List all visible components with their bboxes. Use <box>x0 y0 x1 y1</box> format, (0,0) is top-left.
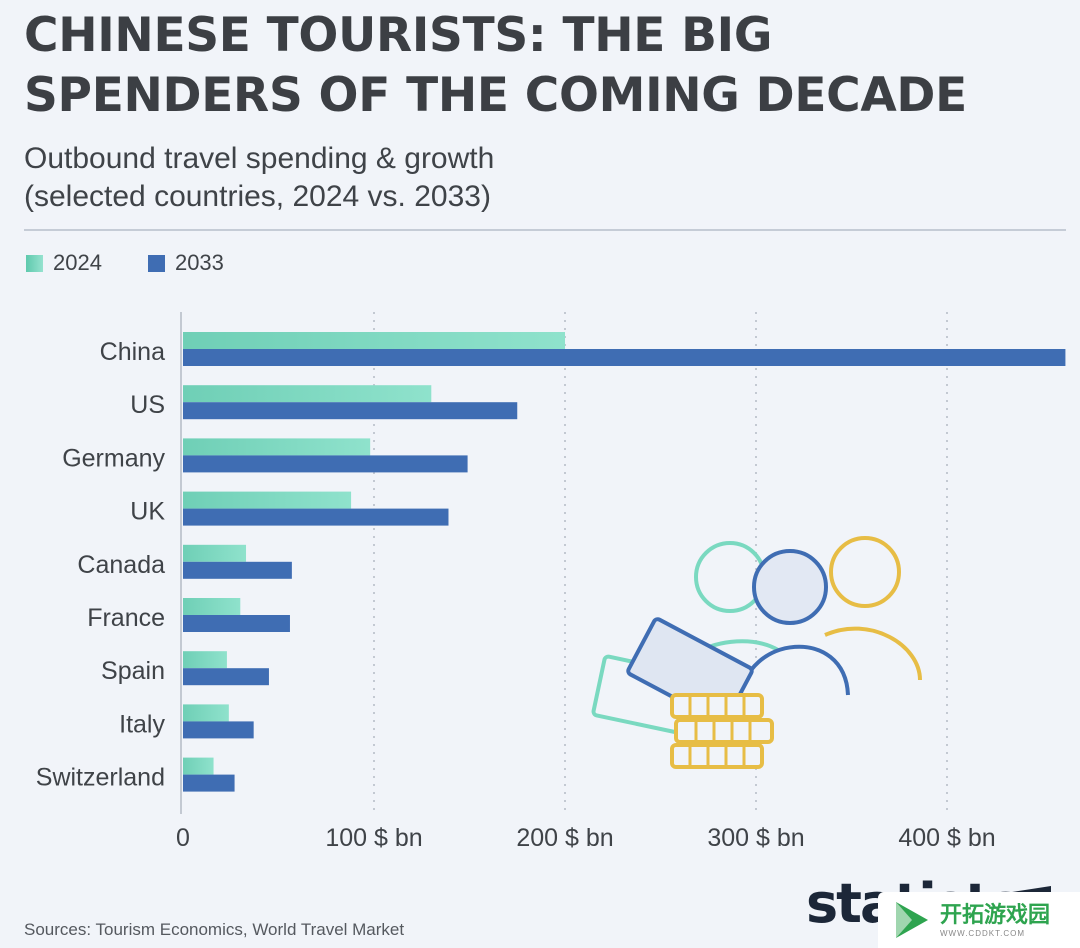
bar-2033 <box>183 349 1066 366</box>
bar-2033 <box>183 402 518 420</box>
bar-2024 <box>183 491 352 509</box>
legend-swatch-2024 <box>26 254 43 272</box>
x-tick-label: 200 $ bn <box>516 824 613 852</box>
x-tick-label: 100 $ bn <box>325 824 422 852</box>
bar-2033 <box>183 455 468 473</box>
category-label: US <box>130 391 165 419</box>
people-money-illustration <box>591 536 922 769</box>
category-label: France <box>87 604 165 632</box>
bar-2024 <box>183 704 229 722</box>
legend-label: 2033 <box>174 250 224 275</box>
bar-2024 <box>183 438 371 456</box>
legend-swatch-2033 <box>147 254 165 272</box>
legend-item-2033: 2033 <box>147 250 224 276</box>
legend-item-2024: 2024 <box>26 250 102 276</box>
bar-2024 <box>183 385 432 403</box>
bar-2024 <box>183 598 241 615</box>
chart-title: CHINESE TOURISTS: THE BIG SPENDERS OF TH… <box>24 8 967 123</box>
category-label: Spain <box>101 657 165 685</box>
play-badge-icon <box>896 902 928 938</box>
category-label: Germany <box>62 444 165 472</box>
watermark-badge: 开拓游戏园 WWW.CDDKT.COM <box>878 892 1080 948</box>
bar-2033 <box>183 668 269 686</box>
category-label: UK <box>130 498 165 526</box>
badge-name: 开拓游戏园 <box>940 902 1051 928</box>
bar-2024 <box>183 544 247 562</box>
bar-2033 <box>183 615 290 632</box>
source-note: Sources: Tourism Economics, World Travel… <box>24 920 405 939</box>
bar-2033 <box>183 508 449 526</box>
category-label: Canada <box>77 551 165 579</box>
x-tick-label: 300 $ bn <box>707 824 804 852</box>
bar-chart: 0 100 $ bn 200 $ bn 300 $ bn 400 $ bn China US… <box>36 312 1066 852</box>
divider <box>24 229 1066 231</box>
category-label: Italy <box>119 710 165 738</box>
badge-url: WWW.CDDKT.COM <box>940 928 1025 938</box>
bar-2024 <box>183 651 227 669</box>
x-tick-label: 0 <box>176 824 190 852</box>
bar-2033 <box>183 721 254 739</box>
bar-2033 <box>183 561 292 579</box>
bar-2024 <box>183 757 214 775</box>
legend: 2024 2033 <box>26 250 224 276</box>
chart-subtitle: Outbound travel spending & growth (selec… <box>24 142 495 213</box>
category-label: Switzerland <box>36 764 165 792</box>
legend-label: 2024 <box>53 250 102 275</box>
bar-2033 <box>183 774 235 792</box>
bar-2024 <box>183 332 565 349</box>
x-tick-label: 400 $ bn <box>898 824 995 852</box>
category-label: China <box>100 338 165 366</box>
